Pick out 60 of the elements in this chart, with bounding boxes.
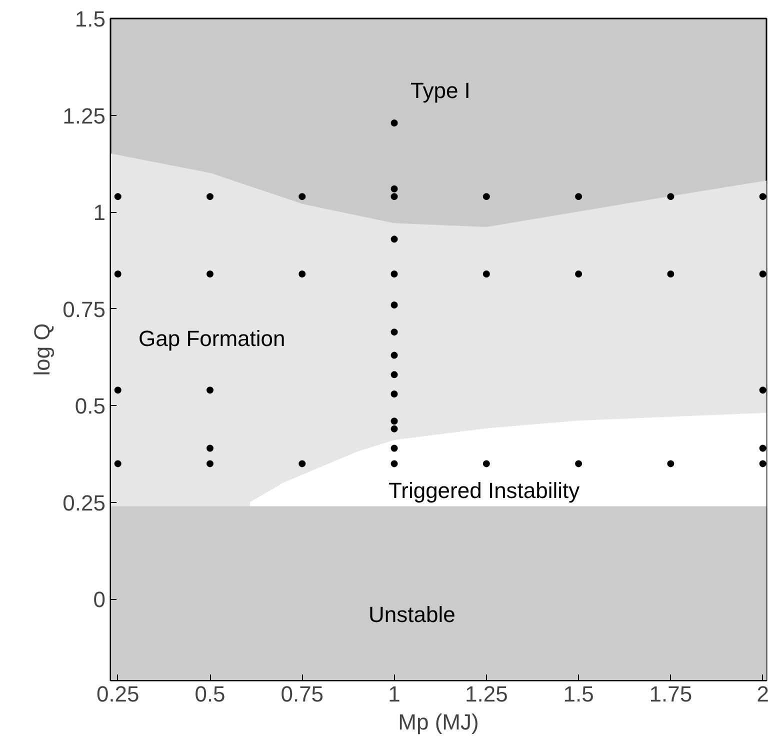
point [575,460,582,468]
point [206,386,214,394]
point [482,460,490,468]
y-tick-label: 1.5 [74,6,106,32]
y-tick-label: 0.25 [62,490,106,516]
y-tick-label: 1.25 [62,103,106,128]
point [390,460,398,468]
point [390,120,398,127]
x-tick-label: 1.75 [649,682,692,706]
x-axis-title: Mp (MJ) [398,710,479,734]
y-axis-title: log Q [30,323,55,376]
x-tick-label: 0.5 [194,682,226,706]
point [390,371,398,378]
point [390,352,398,359]
point [759,386,766,394]
y-tick-label: 1 [93,200,106,226]
annotation: Triggered Instability [388,478,580,503]
point [206,193,214,200]
annotation: Type I [410,78,470,103]
point [482,193,490,200]
annotation: Gap Formation [138,326,286,351]
point [298,460,306,468]
x-tick-label: 1 [388,682,400,706]
point [390,418,398,425]
point [390,444,398,452]
point [114,270,122,278]
point [206,270,214,278]
point [667,193,674,200]
point [298,193,306,200]
point [390,270,398,278]
point [206,460,214,468]
point [390,328,398,336]
point [667,270,674,278]
point [390,193,398,200]
point [482,270,490,278]
point [575,270,582,278]
point [390,425,398,432]
point [390,390,398,398]
point [759,193,766,200]
point [390,301,398,308]
point [759,270,766,278]
point [114,460,122,468]
annotation: Unstable [368,602,456,627]
point [114,193,122,200]
x-tick-label: 2 [756,682,769,706]
point [114,386,122,394]
y-tick-label: 0 [93,587,106,612]
point [575,193,582,200]
point [390,236,398,243]
x-tick-label: 1.25 [465,682,508,706]
y-tick-label: 0.75 [62,296,106,322]
point [298,270,306,278]
point [759,460,766,468]
point [206,444,214,452]
y-tick-label: 0.5 [74,394,106,419]
point [390,185,398,192]
point [759,444,766,452]
x-tick-label: 0.75 [280,682,324,706]
x-tick-label: 1.5 [563,682,594,706]
point [667,460,674,468]
